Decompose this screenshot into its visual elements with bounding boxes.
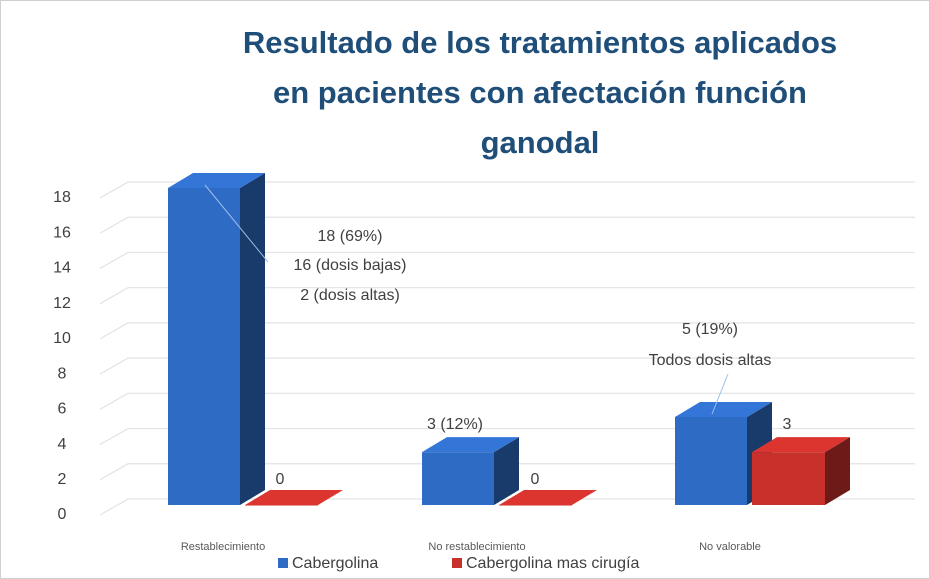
grid-line <box>99 357 915 375</box>
legend-label: Cabergolina mas cirugía <box>466 555 640 572</box>
legend-swatch <box>278 558 288 568</box>
grid-line <box>99 287 915 305</box>
chart-title: Resultado de los tratamientos aplicados <box>243 25 837 60</box>
y-tick-label: 14 <box>53 260 71 277</box>
grid-line <box>99 498 915 516</box>
data-label: 18 (69%) <box>318 228 383 245</box>
data-label: 0 <box>276 471 285 488</box>
bar-top <box>675 401 772 417</box>
x-tick-label: Restablecimiento <box>181 541 265 553</box>
x-tick-label: No valorable <box>699 541 761 553</box>
data-label: 16 (dosis bajas) <box>294 257 407 274</box>
grid-line <box>99 463 915 481</box>
y-tick-label: 10 <box>53 330 71 347</box>
legend-swatch <box>452 558 462 568</box>
bar <box>752 452 825 505</box>
data-label: 3 (12%) <box>427 416 483 433</box>
bar <box>675 416 747 505</box>
y-tick-label: 6 <box>58 401 67 418</box>
bar-top <box>422 437 519 453</box>
bar <box>245 505 318 506</box>
bar <box>422 452 494 505</box>
bar-top <box>752 437 850 453</box>
grid-line <box>99 392 915 410</box>
data-label: 5 (19%) <box>682 321 738 338</box>
grid-line <box>99 216 915 234</box>
leader-line <box>711 373 729 415</box>
data-label: 3 <box>783 416 792 433</box>
bar-side <box>825 437 850 505</box>
y-tick-label: 16 <box>53 224 71 241</box>
y-tick-label: 4 <box>58 436 67 453</box>
grid-line <box>99 251 915 269</box>
data-label: Todos dosis altas <box>649 352 772 369</box>
data-label: 2 (dosis altas) <box>300 287 400 304</box>
legend-label: Cabergolina <box>292 555 378 572</box>
bar-top <box>168 173 265 188</box>
y-tick-label: 12 <box>53 295 71 312</box>
x-tick-label: No restablecimiento <box>428 541 525 553</box>
grid-line <box>99 181 915 199</box>
bar-top <box>499 490 597 505</box>
chart-title: ganodal <box>481 125 600 160</box>
bar-side <box>240 173 265 505</box>
chart-title: en pacientes con afectación función <box>273 75 807 110</box>
data-label: 0 <box>531 471 540 488</box>
bar-top <box>245 490 343 505</box>
grid-line <box>99 322 915 340</box>
bar <box>499 505 572 506</box>
leader-line <box>204 184 269 263</box>
y-tick-label: 0 <box>58 506 67 523</box>
bar <box>168 188 240 505</box>
y-tick-label: 18 <box>53 189 71 206</box>
y-tick-label: 8 <box>58 365 67 382</box>
bar-side <box>494 437 519 505</box>
y-tick-label: 2 <box>58 471 67 488</box>
grid-line <box>99 427 915 446</box>
